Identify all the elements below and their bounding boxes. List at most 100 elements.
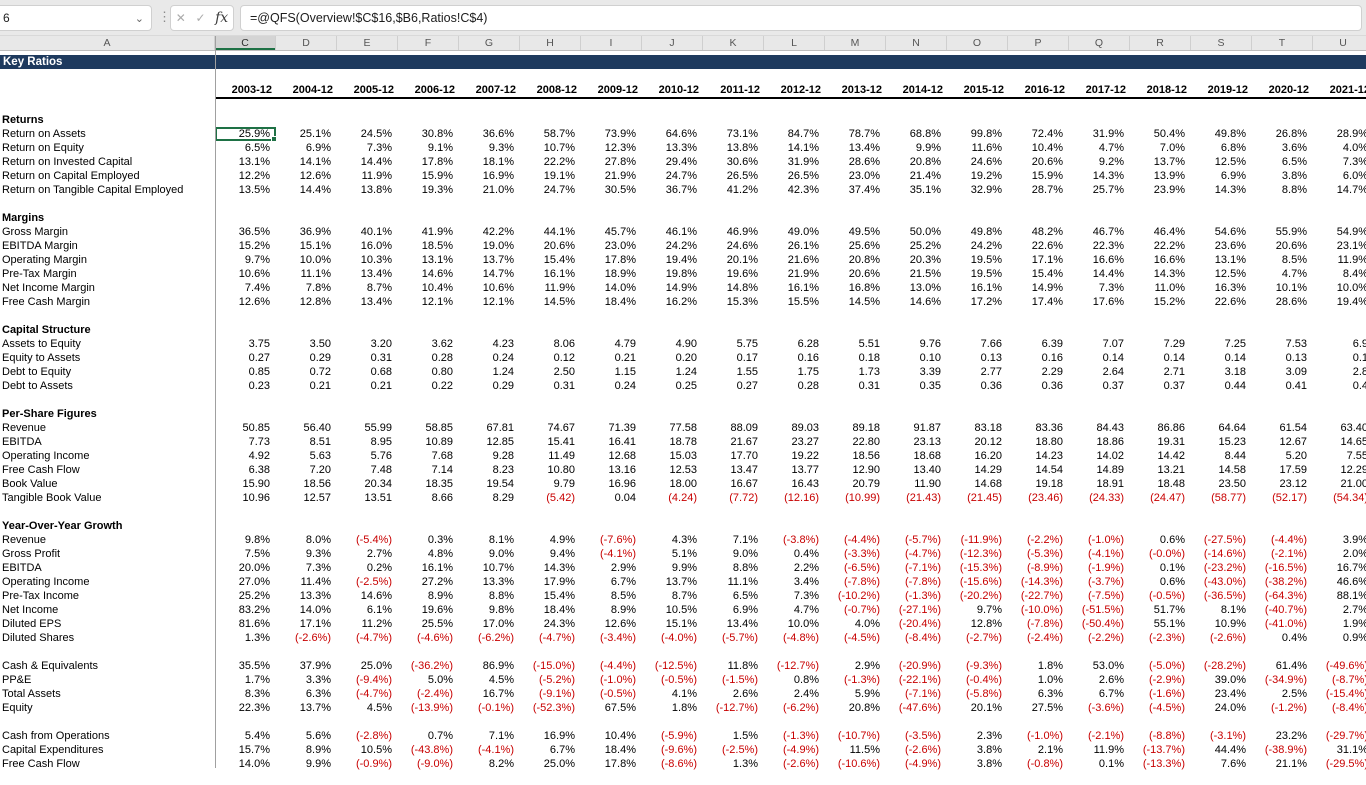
value-cell[interactable]: 12.6% <box>238 296 270 308</box>
value-cell[interactable]: (-22.1%) <box>898 674 941 686</box>
value-cell[interactable]: (-11.9%) <box>960 534 1002 546</box>
value-cell[interactable]: 0.4% <box>1281 632 1307 644</box>
value-cell[interactable]: (-14.3%) <box>1020 576 1063 588</box>
value-cell[interactable]: 19.4% <box>665 254 697 266</box>
value-cell[interactable]: (-8.9%) <box>1026 562 1063 574</box>
value-cell[interactable]: 0.18 <box>858 352 880 364</box>
value-cell[interactable]: (-2.2%) <box>1026 534 1063 546</box>
value-cell[interactable]: (-5.0%) <box>1148 660 1185 672</box>
value-cell[interactable]: 53.0% <box>1092 660 1124 672</box>
enter-icon[interactable]: ✓ <box>195 11 206 25</box>
value-cell[interactable]: 14.1% <box>299 156 331 168</box>
year-header-cell[interactable]: 2010-12 <box>642 83 703 99</box>
value-cell[interactable]: 9.79 <box>553 478 575 490</box>
value-cell[interactable]: 41.9% <box>421 226 453 238</box>
value-cell[interactable]: 8.95 <box>370 436 392 448</box>
value-cell[interactable]: 1.3% <box>732 758 758 770</box>
value-cell[interactable]: 22.80 <box>852 436 880 448</box>
value-cell[interactable]: 14.0% <box>238 758 270 770</box>
value-cell[interactable]: 11.9% <box>544 282 575 294</box>
value-cell[interactable]: 3.8% <box>976 744 1002 756</box>
value-cell[interactable]: (-5.3%) <box>1026 548 1063 560</box>
row-label[interactable]: Diluted EPS <box>2 618 62 630</box>
value-cell[interactable]: 0.3% <box>427 534 453 546</box>
value-cell[interactable]: 15.41 <box>547 436 575 448</box>
value-cell[interactable]: (-8.6%) <box>660 758 697 770</box>
value-cell[interactable]: 12.6% <box>299 170 331 182</box>
value-cell[interactable]: 4.1% <box>671 688 697 700</box>
value-cell[interactable]: 4.7% <box>1098 142 1124 154</box>
value-cell[interactable]: 12.1% <box>482 296 514 308</box>
value-cell[interactable]: 0.27 <box>248 352 270 364</box>
value-cell[interactable]: (-38.2%) <box>1264 576 1307 588</box>
value-cell[interactable]: 14.9% <box>665 282 697 294</box>
value-cell[interactable]: 18.5% <box>421 240 453 252</box>
section-title[interactable]: Per-Share Figures <box>2 408 97 420</box>
value-cell[interactable]: 58.85 <box>425 422 453 434</box>
value-cell[interactable]: 0.9% <box>1342 632 1366 644</box>
value-cell[interactable]: 54.9% <box>1336 226 1366 238</box>
value-cell[interactable]: 13.7% <box>299 702 331 714</box>
value-cell[interactable]: 15.4% <box>543 590 575 602</box>
value-cell[interactable]: (-50.4%) <box>1081 618 1124 630</box>
value-cell[interactable]: 77.58 <box>669 422 697 434</box>
value-cell[interactable]: 91.87 <box>913 422 941 434</box>
value-cell[interactable]: 7.14 <box>431 464 453 476</box>
value-cell[interactable]: (-43.0%) <box>1203 576 1246 588</box>
value-cell[interactable]: 13.40 <box>913 464 941 476</box>
value-cell[interactable]: (-12.7%) <box>715 702 758 714</box>
value-cell[interactable]: (-1.5%) <box>721 674 758 686</box>
value-cell[interactable]: 3.62 <box>431 338 453 350</box>
value-cell[interactable]: 25.6% <box>848 240 880 252</box>
value-cell[interactable]: 46.1% <box>665 226 697 238</box>
value-cell[interactable]: 55.99 <box>364 422 392 434</box>
value-cell[interactable]: 0.28 <box>797 380 819 392</box>
value-cell[interactable]: 7.4% <box>244 282 270 294</box>
value-cell[interactable]: 7.3% <box>793 590 819 602</box>
row-label[interactable]: Diluted Shares <box>2 632 75 644</box>
value-cell[interactable]: 0.17 <box>736 352 758 364</box>
value-cell[interactable]: 14.4% <box>1092 268 1124 280</box>
value-cell[interactable]: 21.00 <box>1340 478 1366 490</box>
row-label[interactable]: Revenue <box>2 422 47 434</box>
value-cell[interactable]: 21.6% <box>787 254 819 266</box>
value-cell[interactable]: 13.7% <box>665 576 697 588</box>
value-cell[interactable]: (-15.3%) <box>959 562 1002 574</box>
value-cell[interactable]: (-36.5%) <box>1203 590 1246 602</box>
value-cell[interactable]: 68.8% <box>909 128 941 140</box>
value-cell[interactable]: 14.4% <box>299 184 331 196</box>
value-cell[interactable]: 56.40 <box>303 422 331 434</box>
value-cell[interactable]: (-7.1%) <box>904 688 941 700</box>
value-cell[interactable]: (-3.4%) <box>599 632 636 644</box>
value-cell[interactable]: 24.5% <box>360 128 392 140</box>
value-cell[interactable]: (-15.4%) <box>1325 688 1366 700</box>
value-cell[interactable]: 0.13 <box>1285 352 1307 364</box>
value-cell[interactable]: 16.43 <box>791 478 819 490</box>
value-cell[interactable]: 8.4% <box>1342 268 1366 280</box>
value-cell[interactable]: 18.35 <box>425 478 453 490</box>
value-cell[interactable]: 18.78 <box>669 436 697 448</box>
value-cell[interactable]: 11.5% <box>849 744 880 756</box>
value-cell[interactable]: 11.0% <box>1154 282 1185 294</box>
value-cell[interactable]: 0.4% <box>793 548 819 560</box>
value-cell[interactable]: 24.2% <box>665 240 697 252</box>
value-cell[interactable]: (-0.4%) <box>965 674 1002 686</box>
value-cell[interactable]: 0.31 <box>553 380 575 392</box>
value-cell[interactable]: 67.81 <box>486 422 514 434</box>
value-cell[interactable]: 73.9% <box>604 128 636 140</box>
value-cell[interactable]: (-7.8%) <box>904 576 941 588</box>
value-cell[interactable]: (10.99) <box>845 492 880 504</box>
value-cell[interactable]: 0.27 <box>736 380 758 392</box>
value-cell[interactable]: 6.3% <box>305 688 331 700</box>
value-cell[interactable]: 19.8% <box>665 268 697 280</box>
cancel-icon[interactable]: ✕ <box>175 11 186 25</box>
column-header-T[interactable]: T <box>1252 36 1313 50</box>
row-label[interactable]: Free Cash Flow <box>2 758 80 770</box>
value-cell[interactable]: 16.0% <box>360 240 392 252</box>
value-cell[interactable]: 10.9% <box>1214 618 1246 630</box>
row-label[interactable]: Operating Income <box>2 450 90 462</box>
column-header-O[interactable]: O <box>947 36 1008 50</box>
value-cell[interactable]: 42.2% <box>482 226 514 238</box>
value-cell[interactable]: 0.12 <box>553 352 575 364</box>
value-cell[interactable]: 10.0% <box>299 254 331 266</box>
